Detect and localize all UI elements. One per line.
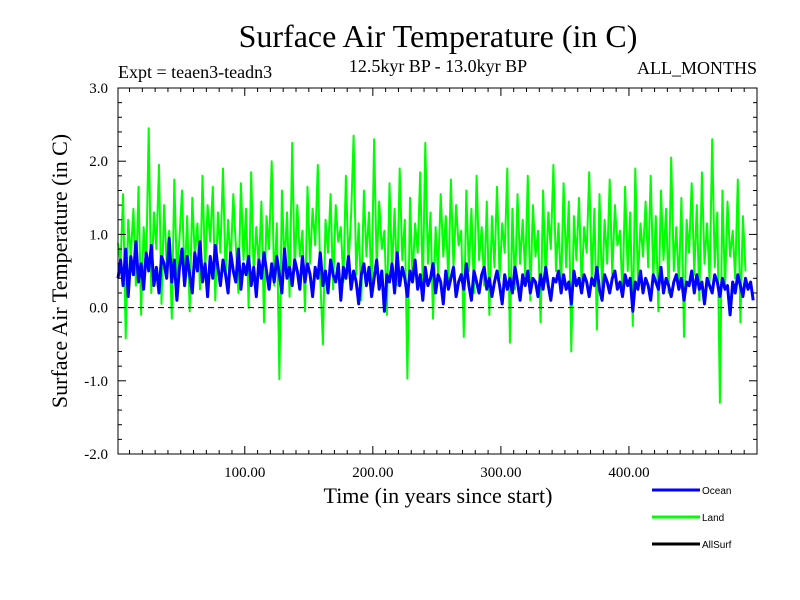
x-tick-label: 400.00 bbox=[608, 465, 649, 481]
y-axis: 3.0 2.0 1.0 0.0 -1.0 -2.0 bbox=[84, 81, 757, 463]
chart-subtitle-months: ALL_MONTHS bbox=[637, 58, 757, 78]
series-layer bbox=[116, 127, 755, 404]
legend-label-allsurf: AllSurf bbox=[702, 540, 732, 551]
y-tick-label: -2.0 bbox=[84, 447, 108, 463]
x-tick-label: 100.00 bbox=[224, 465, 265, 481]
plot-frame bbox=[117, 87, 758, 455]
y-tick-label: 2.0 bbox=[89, 154, 108, 170]
chart-subtitle-period: 12.5kyr BP - 13.0kyr BP bbox=[349, 56, 527, 76]
y-tick-label: 0.0 bbox=[89, 301, 108, 317]
x-tick-label: 300.00 bbox=[480, 465, 521, 481]
x-tick-label: 200.00 bbox=[352, 465, 393, 481]
y-axis-label: Surface Air Temperature (in C) bbox=[47, 134, 72, 408]
chart-title: Surface Air Temperature (in C) bbox=[239, 18, 638, 54]
series-line-ocean bbox=[116, 236, 755, 317]
legend: Ocean Land AllSurf bbox=[652, 486, 732, 551]
legend-label-land: Land bbox=[702, 513, 724, 524]
chart-subtitle-experiment: Expt = teaen3-teadn3 bbox=[118, 62, 272, 82]
y-tick-label: 1.0 bbox=[89, 227, 108, 243]
legend-label-ocean: Ocean bbox=[702, 486, 731, 497]
y-tick-label: 3.0 bbox=[89, 81, 108, 97]
x-axis-label: Time (in years since start) bbox=[324, 483, 553, 508]
y-tick-label: -1.0 bbox=[84, 374, 108, 390]
x-axis: 100.00 200.00 300.00 400.00 bbox=[129, 88, 758, 481]
